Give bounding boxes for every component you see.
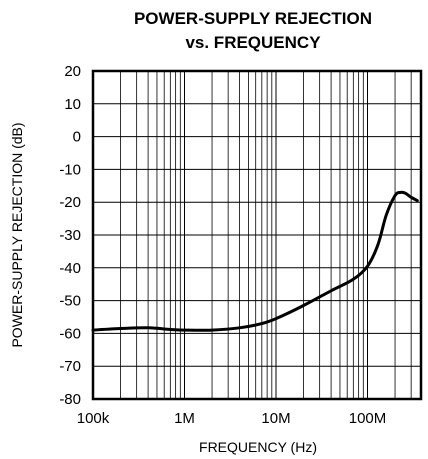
y-tick-label: 10 <box>64 96 81 113</box>
y-tick-label: -50 <box>59 293 81 310</box>
chart-subtitle: vs. FREQUENCY <box>185 33 321 52</box>
y-tick-label: -40 <box>59 260 81 277</box>
x-tick-label: 1M <box>174 410 195 427</box>
y-axis-label: POWER-SUPPLY REJECTION (dB) <box>9 122 25 347</box>
y-tick-label: -80 <box>59 391 81 408</box>
series <box>91 190 419 332</box>
y-tick-label: 0 <box>73 129 81 146</box>
plot-frame <box>91 69 423 401</box>
y-tick-label: -60 <box>59 325 81 342</box>
y-tick-label: -30 <box>59 227 81 244</box>
x-tick-label: 10M <box>261 410 290 427</box>
x-tick-label: 100M <box>349 410 387 427</box>
y-tick-label: -70 <box>59 358 81 375</box>
x-tick-label: 100k <box>77 410 110 427</box>
x-axis-label: FREQUENCY (Hz) <box>199 439 317 455</box>
tick-labels: 20 10 0 -10 -20 -30 -40 -50 -60 -70 -80 100k 1M 10M 10… <box>59 63 386 427</box>
y-tick-label: -10 <box>59 161 81 178</box>
psr-curve <box>91 190 419 332</box>
grid <box>93 70 421 400</box>
y-tick-label: -20 <box>59 194 81 211</box>
y-tick-label: 20 <box>64 63 81 80</box>
chart-title: POWER-SUPPLY REJECTION <box>134 9 372 28</box>
